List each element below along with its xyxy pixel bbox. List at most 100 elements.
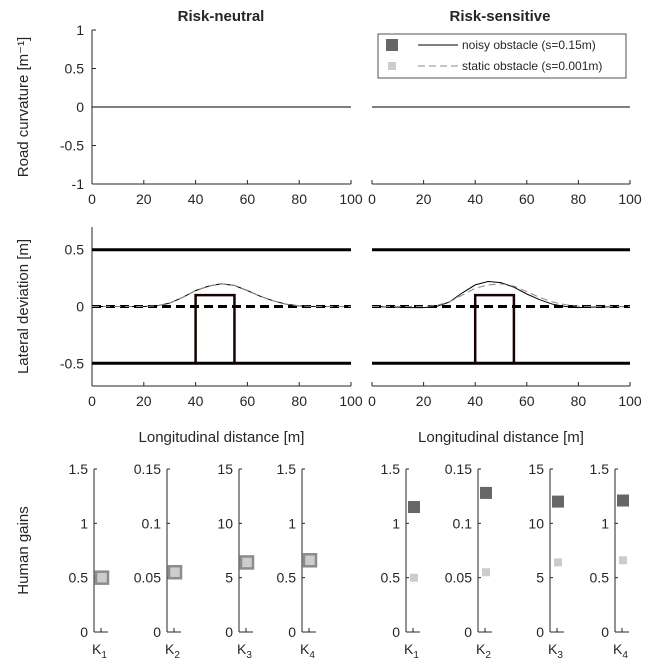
obstacle bbox=[194, 293, 236, 364]
gain-label-k: K bbox=[300, 641, 310, 657]
y-axis-label: Human gains bbox=[15, 506, 32, 594]
x-tick-label: 0 bbox=[88, 191, 96, 207]
x-tick-label: 20 bbox=[136, 191, 152, 207]
gain-y-tick-label: 1.5 bbox=[381, 461, 401, 477]
gain-label-k: K bbox=[548, 641, 558, 657]
gain-y-tick-label: 1.5 bbox=[277, 461, 297, 477]
x-tick-label: 40 bbox=[188, 191, 204, 207]
legend-label-static: static obstacle (s=0.001m) bbox=[462, 59, 602, 73]
legend-label-noisy: noisy obstacle (s=0.15m) bbox=[462, 38, 596, 52]
gain-y-tick-label: 10 bbox=[217, 515, 233, 531]
gain-y-tick-label: 1 bbox=[392, 515, 400, 531]
gain-marker-noisy bbox=[408, 501, 420, 514]
x-tick-label: 60 bbox=[240, 191, 256, 207]
gain-y-tick-label: 0.5 bbox=[69, 570, 89, 586]
gain-label-subscript: 3 bbox=[557, 650, 563, 661]
gain-y-tick-label: 5 bbox=[225, 570, 233, 586]
gain-category-label: K2 bbox=[165, 641, 180, 661]
gain-category-label: K1 bbox=[404, 641, 419, 661]
gain-label-subscript: 2 bbox=[174, 650, 180, 661]
gain-label-subscript: 2 bbox=[485, 650, 491, 661]
x-tick-label: 100 bbox=[339, 191, 363, 207]
gain-marker-static bbox=[619, 556, 627, 565]
gain-marker-static bbox=[171, 568, 179, 577]
title-risk-neutral: Risk-neutral bbox=[178, 8, 265, 25]
y-tick-label: -1 bbox=[72, 176, 85, 192]
gain-label-subscript: 3 bbox=[246, 650, 252, 661]
x-tick-label: 20 bbox=[416, 191, 432, 207]
x-tick-label: 100 bbox=[618, 191, 642, 207]
gain-y-tick-label: 1.5 bbox=[69, 461, 89, 477]
gain-y-tick-label: 0.05 bbox=[134, 570, 161, 586]
x-tick-label: 0 bbox=[368, 393, 376, 409]
y-tick-label: 0 bbox=[76, 99, 84, 115]
x-tick-label: 80 bbox=[291, 191, 307, 207]
gain-label-k: K bbox=[165, 641, 175, 657]
gain-label-k: K bbox=[237, 641, 247, 657]
gain-label-subscript: 1 bbox=[101, 650, 107, 661]
gain-y-tick-label: 1 bbox=[288, 515, 296, 531]
gain-marker-static bbox=[410, 573, 418, 582]
gain-y-tick-label: 0.5 bbox=[590, 570, 610, 586]
obstacle bbox=[473, 293, 516, 364]
gain-y-tick-label: 0.5 bbox=[381, 570, 401, 586]
x-tick-label: 80 bbox=[571, 191, 587, 207]
gain-category-label: K3 bbox=[237, 641, 252, 661]
x-tick-label: 0 bbox=[88, 393, 96, 409]
y-tick-label: 1 bbox=[76, 22, 84, 38]
gain-y-tick-label: 5 bbox=[536, 570, 544, 586]
gain-y-tick-label: 0 bbox=[80, 624, 88, 640]
x-tick-label: 60 bbox=[240, 393, 256, 409]
gain-marker-noisy bbox=[552, 495, 564, 508]
x-axis-label: Longitudinal distance [m] bbox=[139, 429, 305, 446]
gain-category-label: K2 bbox=[476, 641, 491, 661]
x-tick-label: 40 bbox=[467, 191, 483, 207]
gain-y-tick-label: 0 bbox=[153, 624, 161, 640]
gain-label-subscript: 4 bbox=[622, 650, 628, 661]
gain-label-k: K bbox=[476, 641, 486, 657]
x-tick-label: 100 bbox=[618, 393, 642, 409]
gain-y-tick-label: 1.5 bbox=[590, 461, 610, 477]
gain-category-label: K4 bbox=[613, 641, 628, 661]
title-risk-sensitive: Risk-sensitive bbox=[450, 8, 551, 25]
gain-y-tick-label: 0.1 bbox=[453, 515, 473, 531]
x-tick-label: 80 bbox=[291, 393, 307, 409]
y-tick-label: -0.5 bbox=[60, 138, 84, 154]
gain-y-tick-label: 0.1 bbox=[142, 515, 162, 531]
gain-marker-noisy bbox=[617, 494, 629, 507]
gain-label-k: K bbox=[404, 641, 414, 657]
gain-y-tick-label: 0.05 bbox=[445, 570, 472, 586]
gain-y-tick-label: 1 bbox=[80, 515, 88, 531]
gain-marker-static bbox=[554, 558, 562, 567]
gain-y-tick-label: 0 bbox=[464, 624, 472, 640]
gain-y-tick-label: 0.5 bbox=[277, 570, 297, 586]
gain-y-tick-label: 0.15 bbox=[445, 461, 472, 477]
x-tick-label: 40 bbox=[188, 393, 204, 409]
y-tick-label: 0.5 bbox=[65, 242, 85, 258]
gain-y-tick-label: 0.15 bbox=[134, 461, 161, 477]
trajectory-static bbox=[372, 283, 630, 307]
gain-y-tick-label: 15 bbox=[217, 461, 233, 477]
gain-y-tick-label: 1 bbox=[601, 515, 609, 531]
gain-category-label: K4 bbox=[300, 641, 315, 661]
x-tick-label: 80 bbox=[571, 393, 587, 409]
gain-label-subscript: 1 bbox=[413, 650, 419, 661]
gain-marker-static bbox=[482, 568, 490, 577]
x-tick-label: 20 bbox=[416, 393, 432, 409]
gain-category-label: K1 bbox=[92, 641, 107, 661]
gain-label-subscript: 4 bbox=[309, 650, 315, 661]
x-axis-label: Longitudinal distance [m] bbox=[418, 429, 584, 446]
y-tick-label: 0 bbox=[76, 299, 84, 315]
y-axis-label: Road curvature [m⁻¹] bbox=[15, 37, 32, 177]
legend-box bbox=[377, 33, 627, 79]
y-tick-label: -0.5 bbox=[60, 355, 84, 371]
legend-marker-noisy bbox=[386, 39, 398, 51]
legend-marker-static bbox=[388, 62, 396, 70]
gain-label-k: K bbox=[92, 641, 102, 657]
gain-marker-static bbox=[306, 556, 314, 565]
x-tick-label: 20 bbox=[136, 393, 152, 409]
x-tick-label: 60 bbox=[519, 191, 535, 207]
